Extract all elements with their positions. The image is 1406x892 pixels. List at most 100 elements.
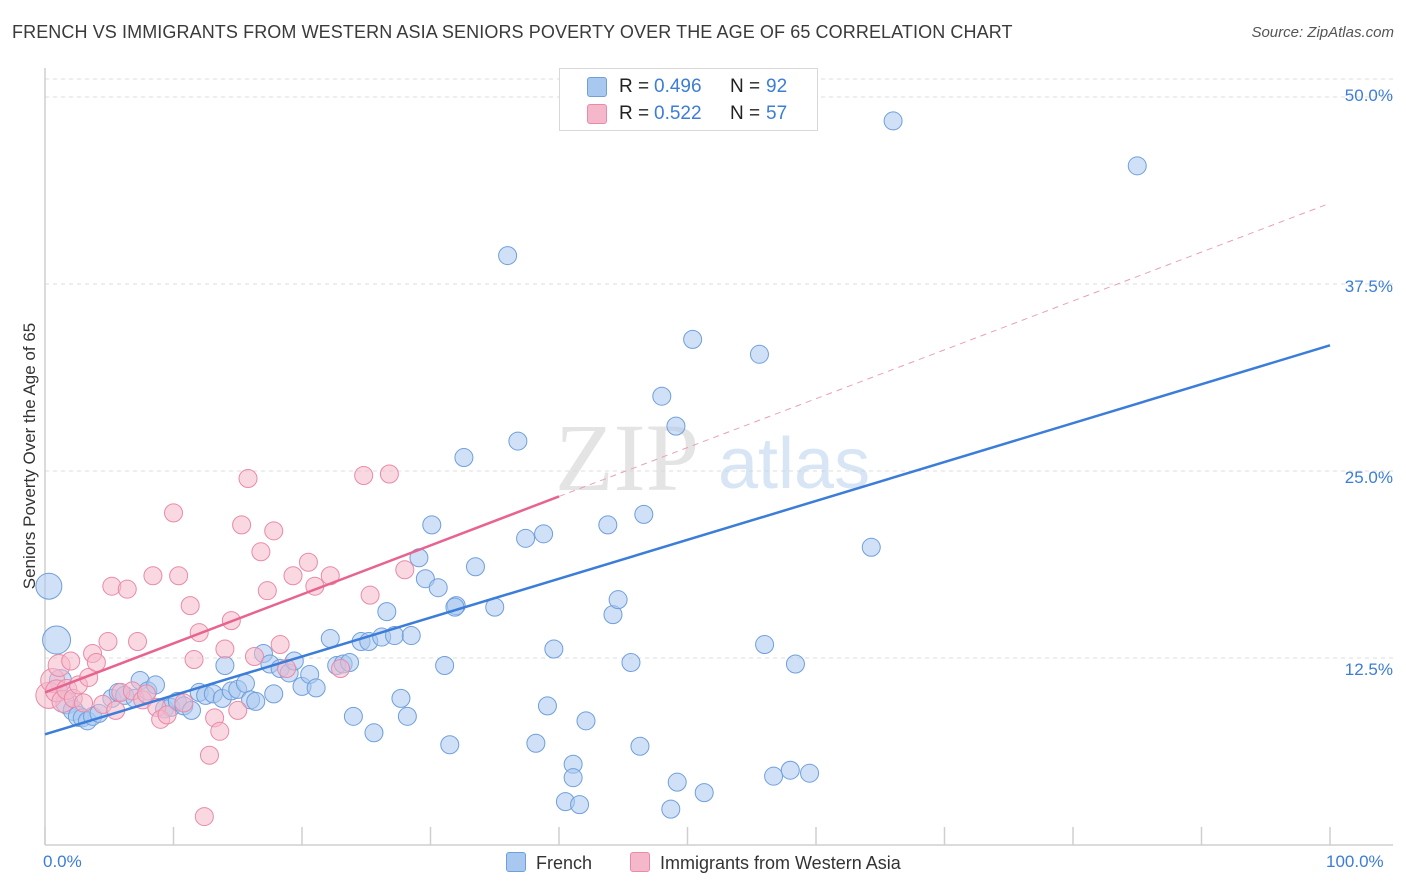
chart-title: FRENCH VS IMMIGRANTS FROM WESTERN ASIA S… <box>12 22 1013 42</box>
point-french <box>508 431 528 451</box>
point-french <box>621 652 641 672</box>
point-western-asia <box>61 651 81 671</box>
point-french <box>246 691 266 711</box>
point-western-asia <box>98 632 118 652</box>
point-western-asia <box>74 693 94 713</box>
point-french <box>749 344 769 364</box>
point-western-asia <box>360 585 380 605</box>
point-western-asia <box>174 693 194 713</box>
legend-swatch-western-asia <box>630 852 650 872</box>
legend-n-label: N = <box>730 76 761 97</box>
point-french <box>215 655 235 675</box>
point-western-asia <box>379 464 399 484</box>
point-french <box>666 416 686 436</box>
point-french <box>861 537 881 557</box>
point-western-asia <box>331 658 351 678</box>
point-french <box>694 783 714 803</box>
point-western-asia <box>157 705 177 725</box>
point-western-asia <box>128 632 148 652</box>
point-western-asia <box>143 566 163 586</box>
legend-label-french: French <box>536 853 593 873</box>
point-french <box>306 678 326 698</box>
legend-n-value: 92 <box>766 76 788 97</box>
point-french <box>235 673 255 693</box>
point-french <box>465 557 485 577</box>
point-western-asia <box>102 576 122 596</box>
point-french <box>755 635 775 655</box>
point-french <box>454 448 474 468</box>
point-french <box>661 799 681 819</box>
point-western-asia <box>194 807 214 827</box>
point-french <box>652 386 672 406</box>
legend-r-label: R = <box>619 76 650 97</box>
legend-r-value: 0.496 <box>654 76 702 97</box>
point-french <box>534 524 554 544</box>
x-tick-label: 100.0% <box>1326 852 1384 871</box>
point-western-asia <box>298 552 318 572</box>
point-western-asia <box>117 579 137 599</box>
x-tick-label: 0.0% <box>43 852 82 871</box>
trendline-french <box>44 344 1331 736</box>
point-french <box>785 654 805 674</box>
point-western-asia <box>283 566 303 586</box>
legend-label-western-asia: Immigrants from Western Asia <box>660 853 901 873</box>
point-western-asia <box>395 560 415 580</box>
point-western-asia <box>238 468 258 488</box>
point-french <box>683 329 703 349</box>
point-french <box>544 639 564 659</box>
legend-n-label: N = <box>730 103 761 124</box>
y-tick-label: 50.0% <box>1344 86 1393 105</box>
point-french <box>780 760 800 780</box>
point-french <box>634 504 654 524</box>
trend-lines <box>44 202 1331 736</box>
point-french <box>1127 156 1147 176</box>
point-western-asia <box>270 635 290 655</box>
legend-r-value: 0.522 <box>654 103 702 124</box>
point-western-asia <box>164 503 183 523</box>
point-western-asia <box>184 649 204 669</box>
point-french <box>598 515 618 535</box>
legend-swatch-western-asia <box>587 104 607 124</box>
point-french <box>630 736 650 756</box>
point-french <box>42 625 72 655</box>
point-french <box>537 696 557 716</box>
point-western-asia <box>86 652 106 672</box>
point-french <box>440 735 460 755</box>
point-western-asia <box>169 566 189 586</box>
point-french <box>498 246 518 266</box>
point-french <box>401 626 421 646</box>
trendline-western-asia <box>44 495 560 694</box>
point-french <box>516 528 536 548</box>
point-western-asia <box>232 515 252 535</box>
legend-swatch-french <box>587 77 607 97</box>
y-axis-label: Seniors Poverty Over the Age of 65 <box>20 322 39 590</box>
point-western-asia <box>264 521 284 541</box>
point-french <box>435 655 455 675</box>
point-western-asia <box>244 647 264 667</box>
point-french <box>35 572 63 600</box>
series-legend-western-asia: Immigrants from Western Asia <box>630 852 901 874</box>
point-french <box>570 795 590 815</box>
point-western-asia <box>180 596 200 616</box>
point-french <box>800 763 820 783</box>
point-french <box>428 578 448 598</box>
point-western-asia <box>199 745 219 765</box>
grid-lines <box>45 78 1393 659</box>
y-tick-label: 25.0% <box>1344 468 1393 487</box>
y-tick-label: 12.5% <box>1344 660 1393 679</box>
watermark: ZIP atlas <box>555 404 870 511</box>
point-western-asia <box>257 581 277 601</box>
point-western-asia <box>228 700 248 720</box>
watermark-atlas: atlas <box>718 424 870 504</box>
point-french <box>391 688 411 708</box>
point-western-asia <box>251 542 271 562</box>
point-french <box>422 515 442 535</box>
point-french <box>883 111 903 131</box>
point-french <box>377 602 397 622</box>
legend-swatch-french <box>506 852 526 872</box>
point-french <box>397 706 417 726</box>
point-french <box>764 766 784 786</box>
point-french <box>364 723 384 743</box>
axes <box>44 68 1393 846</box>
